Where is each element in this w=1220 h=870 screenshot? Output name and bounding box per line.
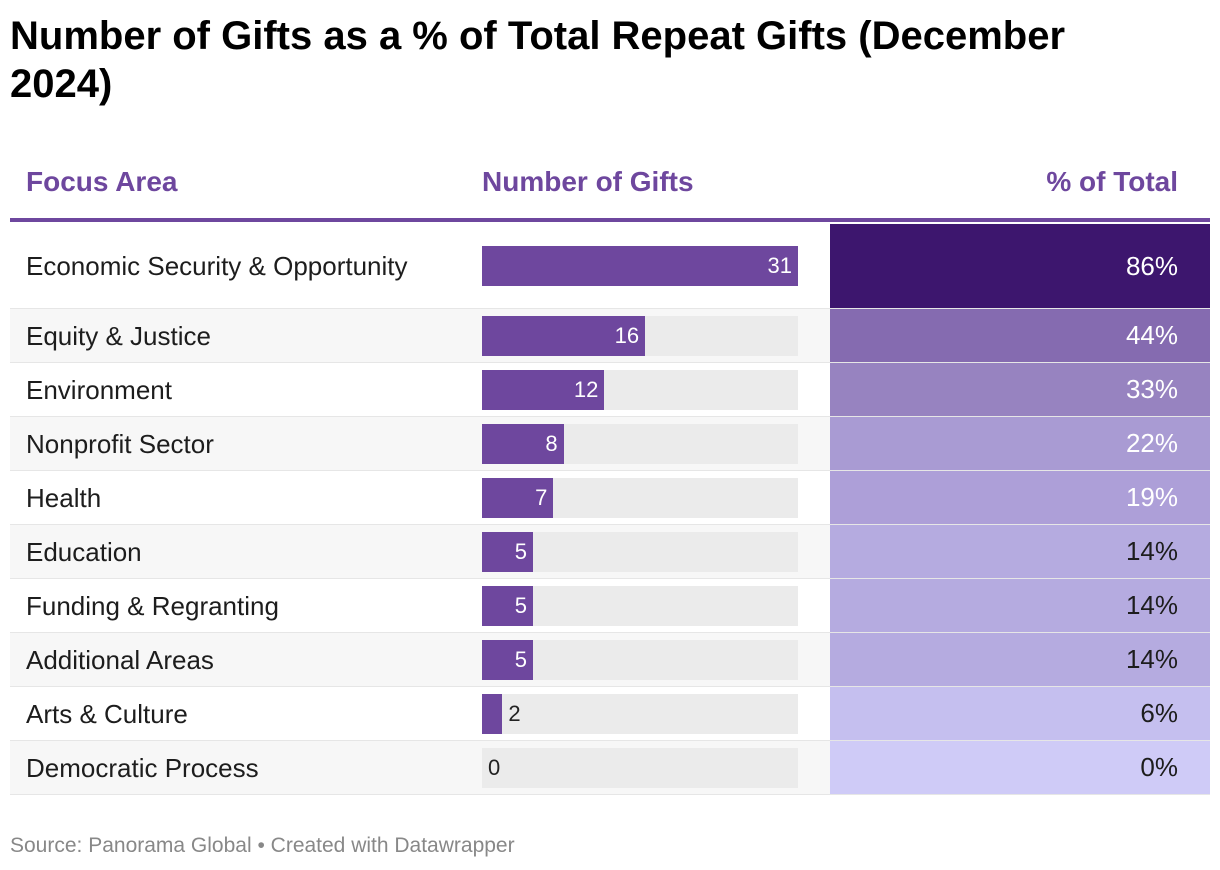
pct-cell: 44% — [830, 309, 1210, 362]
bar — [482, 246, 798, 286]
bar-value-label: 16 — [614, 322, 640, 348]
table-row: Additional Areas 5 14% — [10, 633, 1210, 687]
pct-cell: 0% — [830, 741, 1210, 794]
header-focus-area[interactable]: Focus Area — [26, 166, 178, 197]
focus-area-label: Additional Areas — [26, 644, 214, 675]
pct-cell: 22% — [830, 417, 1210, 470]
bar — [482, 423, 564, 464]
chart-title: Number of Gifts as a % of Total Repeat G… — [10, 14, 1066, 106]
bar-value-label: 5 — [514, 646, 527, 672]
bar — [482, 369, 605, 410]
focus-area-label: Equity & Justice — [26, 320, 211, 351]
table-row: Funding & Regranting 5 14% — [10, 579, 1210, 633]
table-row: Environment 12 33% — [10, 363, 1210, 417]
table-row: Nonprofit Sector 8 22% — [10, 417, 1210, 471]
bar-track: 2 — [482, 693, 798, 734]
bar-track: 0 — [482, 747, 798, 788]
bar-value-label: 7 — [535, 484, 548, 510]
bar — [482, 693, 503, 734]
pct-cell: 14% — [830, 525, 1210, 578]
bar-value-label: 2 — [508, 700, 521, 726]
footer-source: Source: Panorama Global • Created with D… — [10, 834, 515, 857]
bar-track: 5 — [482, 585, 798, 626]
bar — [482, 315, 646, 356]
bar-track: 12 — [482, 369, 798, 410]
table-row: Democratic Process 0 0% — [10, 741, 1210, 795]
table-header: Focus Area Number of Gifts % of Total — [10, 160, 1210, 222]
bar-track: 31 — [482, 246, 798, 286]
table-body: Economic Security & Opportunity 31 86% Eq… — [10, 224, 1210, 795]
pct-cell: 19% — [830, 471, 1210, 524]
focus-area-label: Democratic Process — [26, 752, 259, 783]
bar-track: 8 — [482, 423, 798, 464]
focus-area-label: Environment — [26, 374, 172, 405]
focus-area-label: Economic Security & Opportunity — [26, 251, 408, 281]
pct-cell: 14% — [830, 579, 1210, 632]
bar-track: 16 — [482, 315, 798, 356]
bar-track: 5 — [482, 531, 798, 572]
focus-area-label: Funding & Regranting — [26, 590, 279, 621]
bar-value-label: 5 — [514, 538, 527, 564]
bar-track: 7 — [482, 477, 798, 518]
focus-area-label: Nonprofit Sector — [26, 428, 214, 459]
header-pct-of-total[interactable]: % of Total — [1046, 166, 1178, 197]
table-row: Economic Security & Opportunity 31 86% — [10, 224, 1210, 309]
table-row: Equity & Justice 16 44% — [10, 309, 1210, 363]
pct-cell: 14% — [830, 633, 1210, 686]
bar-value-label: 8 — [545, 430, 558, 456]
bar-value-label: 0 — [488, 754, 501, 780]
table-row: Education 5 14% — [10, 525, 1210, 579]
bar-track: 5 — [482, 639, 798, 680]
pct-cell: 6% — [830, 687, 1210, 740]
bar — [482, 639, 533, 680]
table-row: Health 7 19% — [10, 471, 1210, 525]
bar — [482, 585, 533, 626]
focus-area-label: Arts & Culture — [26, 698, 188, 729]
bar-value-label: 5 — [514, 592, 527, 618]
bar-value-label: 12 — [573, 376, 599, 402]
pct-cell: 86% — [830, 224, 1210, 308]
bar — [482, 477, 554, 518]
bar-value-label: 31 — [767, 253, 792, 278]
bar — [482, 531, 533, 572]
pct-cell: 33% — [830, 363, 1210, 416]
focus-area-label: Health — [26, 482, 102, 513]
focus-area-label: Education — [26, 536, 142, 567]
table-row: Arts & Culture 2 6% — [10, 687, 1210, 741]
header-number-of-gifts[interactable]: Number of Gifts — [482, 166, 694, 197]
